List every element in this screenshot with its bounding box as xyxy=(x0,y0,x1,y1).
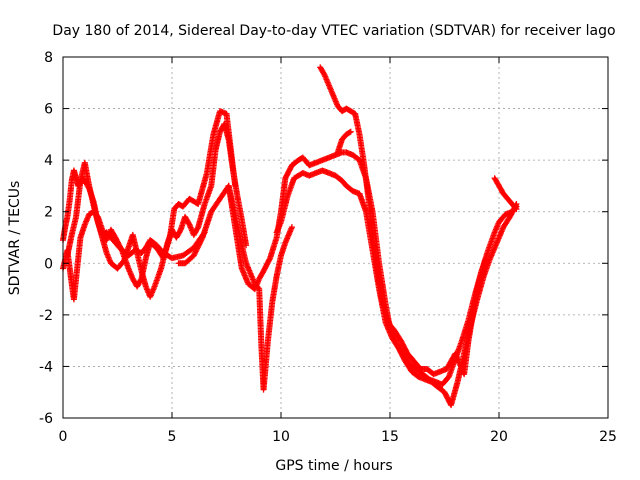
x-tick-label: 15 xyxy=(381,429,399,445)
data-point xyxy=(176,228,183,235)
plot-border xyxy=(62,56,609,419)
data-point xyxy=(185,220,192,227)
y-tick-label: -4 xyxy=(39,359,53,375)
data-points xyxy=(60,64,520,409)
y-tick-label: 6 xyxy=(44,102,53,118)
data-point xyxy=(266,256,273,263)
series-track-c xyxy=(64,121,250,300)
y-tick-label: 0 xyxy=(44,256,53,272)
data-point xyxy=(194,225,201,232)
series-track-i xyxy=(334,128,354,156)
x-tick-label: 25 xyxy=(599,429,617,445)
y-tick-label: 2 xyxy=(44,205,53,221)
chart-title: Day 180 of 2014, Sidereal Day-to-day VTE… xyxy=(52,23,615,39)
x-tick-label: 20 xyxy=(490,429,508,445)
x-tick-label: 5 xyxy=(168,429,177,445)
x-axis-label: GPS time / hours xyxy=(275,458,392,474)
y-tick-label: 4 xyxy=(44,153,53,169)
x-tick-label: 10 xyxy=(272,429,290,445)
data-point xyxy=(482,255,489,262)
y-tick-label: -6 xyxy=(39,411,53,427)
series-track-h xyxy=(491,175,520,213)
data-point xyxy=(288,224,295,231)
data-point xyxy=(118,246,125,253)
grid-lines xyxy=(63,57,608,418)
y-tick-label: 8 xyxy=(44,50,53,66)
data-point xyxy=(512,205,519,212)
series-track-g xyxy=(317,64,489,378)
data-point xyxy=(320,70,327,77)
data-point xyxy=(347,128,354,135)
x-tick-label: 0 xyxy=(59,429,68,445)
y-axis-label: SDTVAR / TECUs xyxy=(7,181,23,296)
data-point xyxy=(513,206,520,213)
axis-ticks: 0 5 10 15 20 25 -6 -4 -2 0 2 4 6 8 xyxy=(39,50,617,445)
y-tick-label: -2 xyxy=(39,308,53,324)
